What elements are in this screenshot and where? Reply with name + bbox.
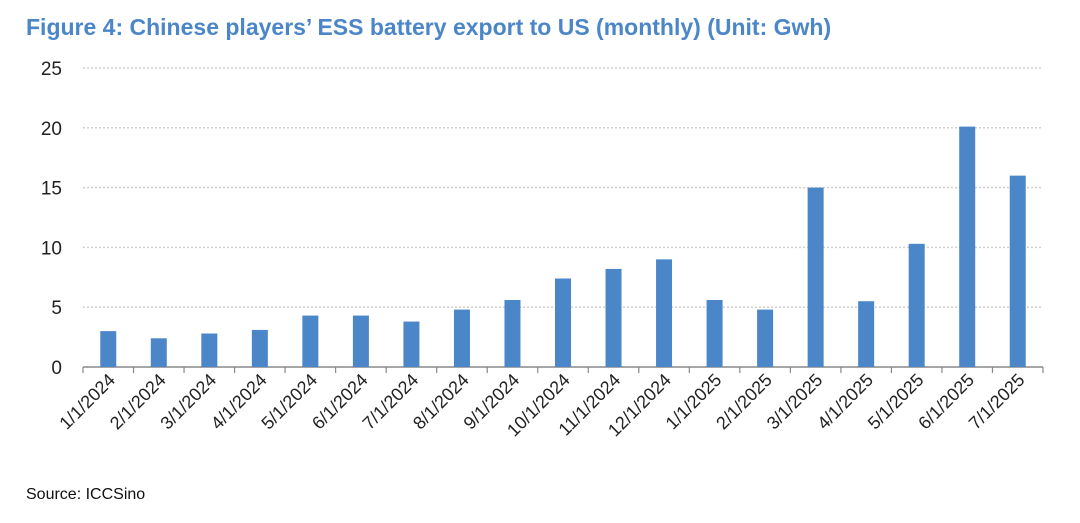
source-note: Source: ICCSino [26, 486, 146, 503]
bar [403, 321, 420, 367]
bar [100, 331, 117, 367]
bar [959, 126, 976, 367]
bar [150, 338, 167, 367]
bar [1009, 175, 1026, 367]
bar [807, 187, 824, 367]
bar [908, 243, 925, 367]
bar [605, 268, 622, 367]
bar [858, 301, 875, 367]
y-tick-label: 20 [41, 119, 62, 140]
bar [251, 329, 268, 367]
bar [656, 259, 673, 367]
bar [352, 315, 369, 367]
bar [201, 333, 218, 367]
bar [504, 300, 521, 367]
bar [757, 309, 774, 367]
y-tick-label: 0 [51, 358, 62, 379]
chart-title: Figure 4: Chinese players’ ESS battery e… [26, 14, 832, 40]
bar [706, 300, 723, 367]
bar [453, 309, 470, 367]
y-tick-label: 5 [51, 298, 62, 319]
bar [302, 315, 319, 367]
x-tick-label: 7/1/2025 [965, 370, 1029, 434]
bar [555, 278, 571, 367]
y-tick-label: 15 [41, 179, 62, 200]
y-tick-label: 10 [41, 238, 62, 259]
y-tick-label: 25 [41, 59, 62, 80]
